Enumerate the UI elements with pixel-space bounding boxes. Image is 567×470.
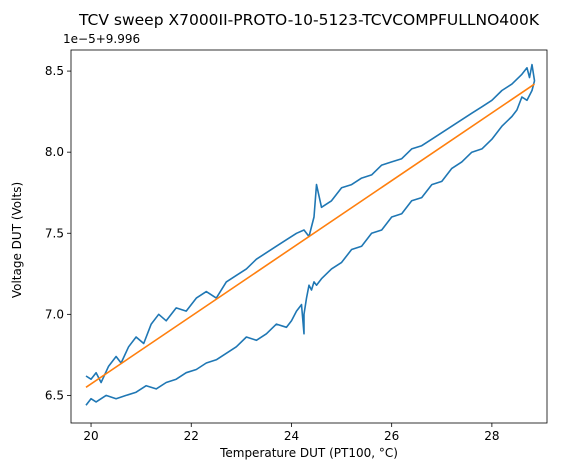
y-axis-label: Voltage DUT (Volts) <box>10 182 24 298</box>
x-tick-label: 24 <box>284 429 299 443</box>
y-tick-label: 8.0 <box>45 145 64 159</box>
y-tick-label: 7.5 <box>45 226 64 240</box>
axes-frame <box>70 49 548 424</box>
series-line-0 <box>85 63 536 406</box>
x-axis-label: Temperature DUT (PT100, °C) <box>219 446 398 460</box>
x-tick-label: 20 <box>83 429 98 443</box>
y-offset-text: 1e−5+9.996 <box>63 32 140 46</box>
y-tick-label: 6.5 <box>45 388 64 402</box>
x-tick-label: 28 <box>484 429 499 443</box>
series-line-1 <box>85 83 535 388</box>
x-tick-label: 22 <box>184 429 199 443</box>
y-tick-label: 7.0 <box>45 307 64 321</box>
chart-title: TCV sweep X7000II-PROTO-10-5123-TCVCOMPF… <box>78 11 540 29</box>
x-tick-label: 26 <box>384 429 399 443</box>
y-tick-label: 8.5 <box>45 64 64 78</box>
plot-area: 20 22 24 26 28 6.5 7.0 7.5 8.0 8.5 <box>45 49 548 443</box>
